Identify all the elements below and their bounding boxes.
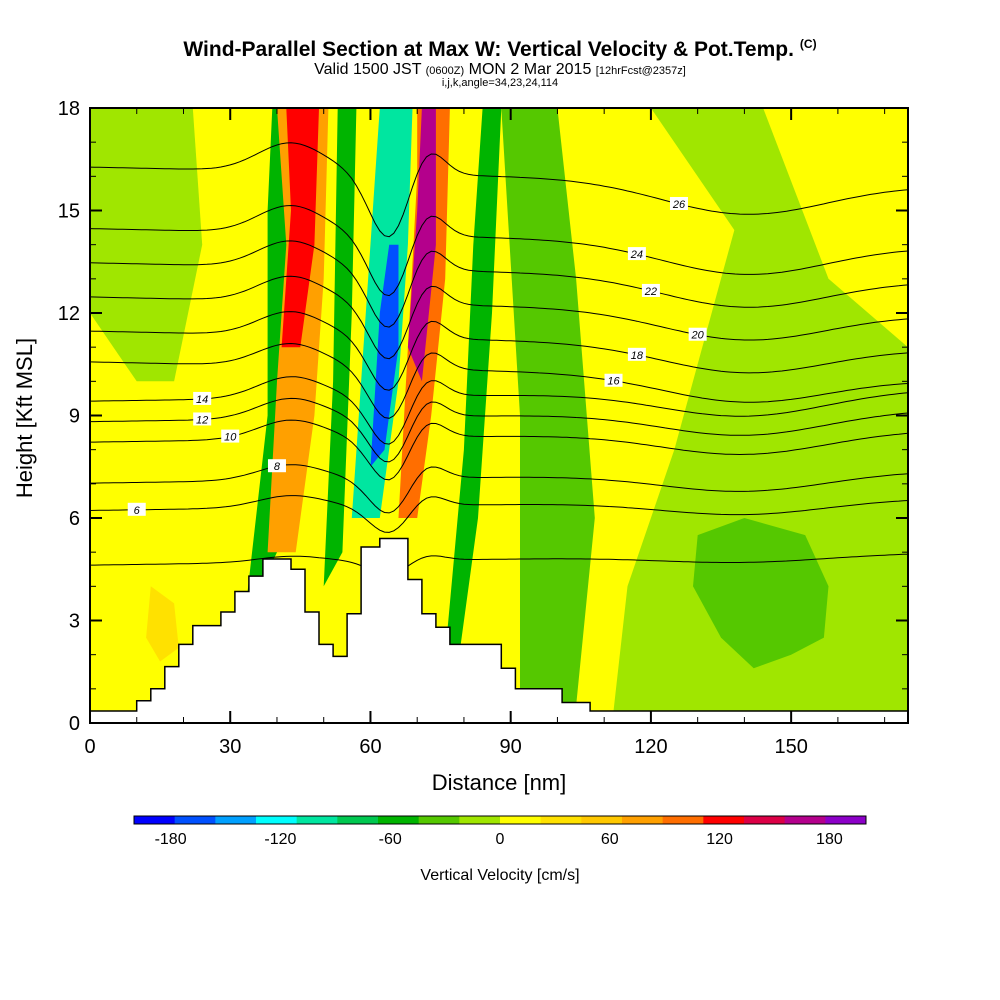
chart-subtitle: Valid 1500 JST (0600Z) MON 2 Mar 2015 [1… <box>314 61 686 78</box>
theta-contour <box>90 553 908 575</box>
theta-contour <box>90 311 908 391</box>
theta-label-bg <box>267 459 286 473</box>
colorbar-swatch <box>784 816 826 824</box>
x-tick-label: 90 <box>500 736 522 758</box>
colorbar-tick-label: 0 <box>496 831 505 848</box>
theta-label-bg <box>193 391 212 405</box>
valid-utc: (0600Z) <box>425 65 465 77</box>
terrain <box>90 537 908 723</box>
theta-label-bg <box>688 327 707 341</box>
colorbar-tick-label: 180 <box>816 831 843 848</box>
colorbar-tick-label: -180 <box>155 831 187 848</box>
colorbar-swatch <box>622 816 664 824</box>
theta-contour <box>90 397 908 463</box>
x-tick-label: 150 <box>774 736 807 758</box>
theta-contour <box>90 204 908 297</box>
w-region <box>323 108 357 587</box>
terrain-mask <box>90 538 908 723</box>
x-tick-label: 0 <box>84 736 95 758</box>
theta-label-bg <box>221 429 240 443</box>
colorbar-swatch <box>581 816 623 824</box>
theta-contour-label: 8 <box>274 461 281 473</box>
y-tick-label: 3 <box>69 611 80 633</box>
colorbar-swatch <box>500 816 542 824</box>
theta-label-bg <box>641 283 660 297</box>
theta-contour-label: 6 <box>134 505 141 517</box>
colorbar-tick-label: 120 <box>706 831 733 848</box>
w-region <box>146 586 179 662</box>
w-region <box>281 108 319 348</box>
w-region <box>407 108 436 382</box>
theta-label-bg <box>627 347 646 361</box>
y-tick-label: 12 <box>58 303 80 325</box>
colorbar-swatch <box>134 816 176 824</box>
colorbar-swatch <box>337 816 379 824</box>
copyright-mark: (C) <box>799 37 817 51</box>
theta-contour-label: 10 <box>224 432 237 444</box>
colorbar: -180 -120 -60 0 60 120 180 <box>133 815 867 848</box>
y-tick-label: 6 <box>69 508 80 530</box>
theta-label-bg <box>193 412 212 426</box>
x-tick-label: 120 <box>634 736 667 758</box>
w-region <box>693 518 829 669</box>
theta-label-bg <box>604 373 623 387</box>
potential-temperature-contours: 6 8 10 12 14 16 18 20 22 24 26 <box>90 142 908 575</box>
colorbar-label: Vertical Velocity [cm/s] <box>420 867 579 884</box>
colorbar-tick-label: -120 <box>264 831 296 848</box>
colorbar-frame <box>133 815 867 825</box>
colorbar-tick-label: 60 <box>601 831 619 848</box>
colorbar-swatch <box>418 816 460 824</box>
chart-title: Wind-Parallel Section at Max W: Vertical… <box>183 37 817 61</box>
colorbar-swatch <box>540 816 582 824</box>
theta-label-bg <box>669 196 688 210</box>
colorbar-tick-label: -60 <box>379 831 402 848</box>
theta-contour <box>90 342 908 419</box>
y-axis-label: Height [Kft MSL] <box>12 338 37 498</box>
w-region <box>763 108 908 348</box>
colorbar-swatch <box>825 816 867 824</box>
theta-contour-label: 16 <box>607 376 620 388</box>
y-tick-label: 15 <box>58 201 80 223</box>
x-tick-label: 30 <box>219 736 241 758</box>
w-region <box>90 108 203 382</box>
colorbar-swatch <box>256 816 298 824</box>
theta-contour <box>90 142 908 238</box>
theta-contour-label: 24 <box>630 249 643 261</box>
theta-contour-label: 12 <box>196 414 208 426</box>
theta-contour-label: 22 <box>644 286 657 298</box>
colorbar-swatch <box>296 816 338 824</box>
w-region <box>501 108 595 706</box>
colorbar-swatch <box>215 816 257 824</box>
theta-label-bg <box>127 502 146 516</box>
theta-contour <box>90 464 908 514</box>
terrain-outline <box>90 537 908 712</box>
x-tick-label: 60 <box>359 736 381 758</box>
axis-ticks: 0 30 60 90 120 150 0 3 6 9 12 15 18 <box>58 98 908 758</box>
y-tick-label: 9 <box>69 406 80 428</box>
theta-contour-label: 14 <box>196 394 208 406</box>
theta-contour <box>90 275 908 360</box>
colorbar-swatch <box>378 816 420 824</box>
theta-contour <box>90 240 908 328</box>
y-tick-label: 18 <box>58 98 80 120</box>
forecast-info: [12hrFcst@2357z] <box>595 65 686 77</box>
theta-label-bg <box>627 247 646 261</box>
colorbar-swatch <box>459 816 501 824</box>
x-axis-label: Distance [nm] <box>432 770 567 795</box>
theta-contour-label: 26 <box>672 199 686 211</box>
colorbar-swatch <box>174 816 216 824</box>
w-region <box>445 108 502 655</box>
theta-contour <box>90 376 908 445</box>
vertical-velocity-fill <box>90 108 908 711</box>
theta-contour-label: 20 <box>691 330 705 342</box>
colorbar-swatch <box>703 816 745 824</box>
theta-contour-label: 18 <box>631 350 644 362</box>
theta-contour <box>90 495 908 533</box>
y-tick-label: 0 <box>69 713 80 735</box>
colorbar-swatch <box>744 816 786 824</box>
section-params: i,j,k,angle=34,23,24,114 <box>441 77 559 89</box>
colorbar-swatch <box>662 816 704 824</box>
